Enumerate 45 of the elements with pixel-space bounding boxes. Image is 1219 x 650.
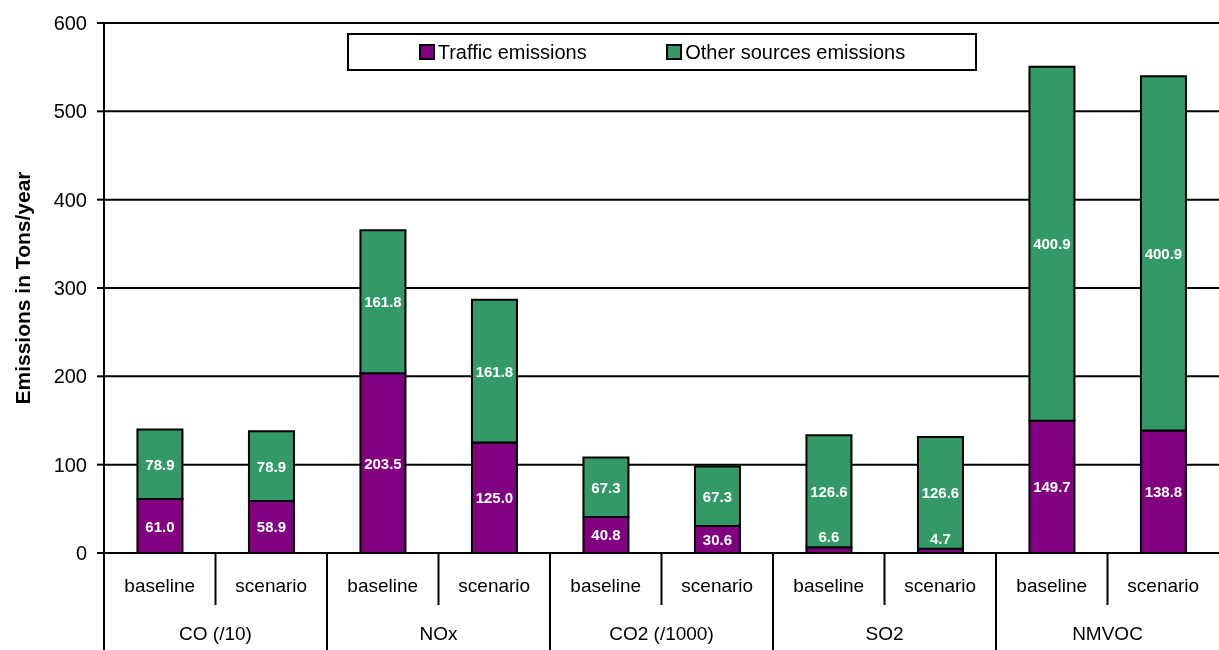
data-label: 78.9 — [256, 457, 287, 475]
data-label: 400.9 — [1033, 235, 1071, 253]
data-label: 161.8 — [475, 362, 514, 380]
x-tick-label: scenario — [235, 574, 308, 596]
data-label: 126.6 — [810, 482, 848, 500]
x-tick-label: scenario — [904, 574, 977, 596]
y-axis-title: Emissions in Tons/year — [10, 171, 34, 405]
y-tick-label: 0 — [75, 542, 87, 565]
x-tick-label: baseline — [793, 574, 865, 596]
data-label: 58.9 — [256, 518, 287, 536]
y-tick-label: 400 — [53, 188, 87, 211]
text: CO (/10) — [179, 622, 252, 644]
text: SO2 — [865, 622, 904, 644]
data-label: 4.7 — [930, 529, 951, 547]
x-tick-label: scenario — [458, 574, 531, 596]
data-label: 67.3 — [591, 478, 621, 496]
data-label: 203.5 — [364, 454, 402, 472]
x-tick-label: baseline — [347, 574, 419, 596]
data-label: 78.9 — [145, 455, 175, 473]
data-label: 126.6 — [921, 484, 960, 502]
data-label: 30.6 — [702, 530, 733, 548]
y-tick-label: 500 — [53, 100, 87, 123]
text: CO2 (/1000) — [609, 622, 714, 644]
data-label: 67.3 — [702, 487, 733, 505]
x-tick-label: baseline — [570, 574, 642, 596]
x-tick-label: scenario — [681, 574, 754, 596]
text: NMVOC — [1072, 622, 1143, 644]
y-tick-label: 100 — [53, 453, 87, 476]
text: NOx — [419, 622, 458, 644]
data-label: 61.0 — [145, 517, 175, 535]
x-tick-label: baseline — [124, 574, 196, 596]
data-label: 40.8 — [591, 526, 621, 544]
data-label: 161.8 — [364, 293, 402, 311]
data-label: 6.6 — [818, 528, 840, 546]
x-tick-label: baseline — [1016, 574, 1088, 596]
legend-label: Other sources emissions — [685, 40, 906, 64]
y-tick-label: 600 — [53, 12, 87, 35]
x-tick-label: scenario — [1127, 574, 1200, 596]
data-label: 400.9 — [1144, 244, 1183, 262]
data-label: 149.7 — [1033, 478, 1071, 496]
data-label: 125.0 — [475, 489, 514, 507]
legend-label: Traffic emissions — [437, 40, 587, 64]
y-tick-label: 300 — [53, 277, 87, 300]
y-tick-label: 200 — [53, 365, 87, 388]
data-label: 138.8 — [1144, 483, 1183, 501]
